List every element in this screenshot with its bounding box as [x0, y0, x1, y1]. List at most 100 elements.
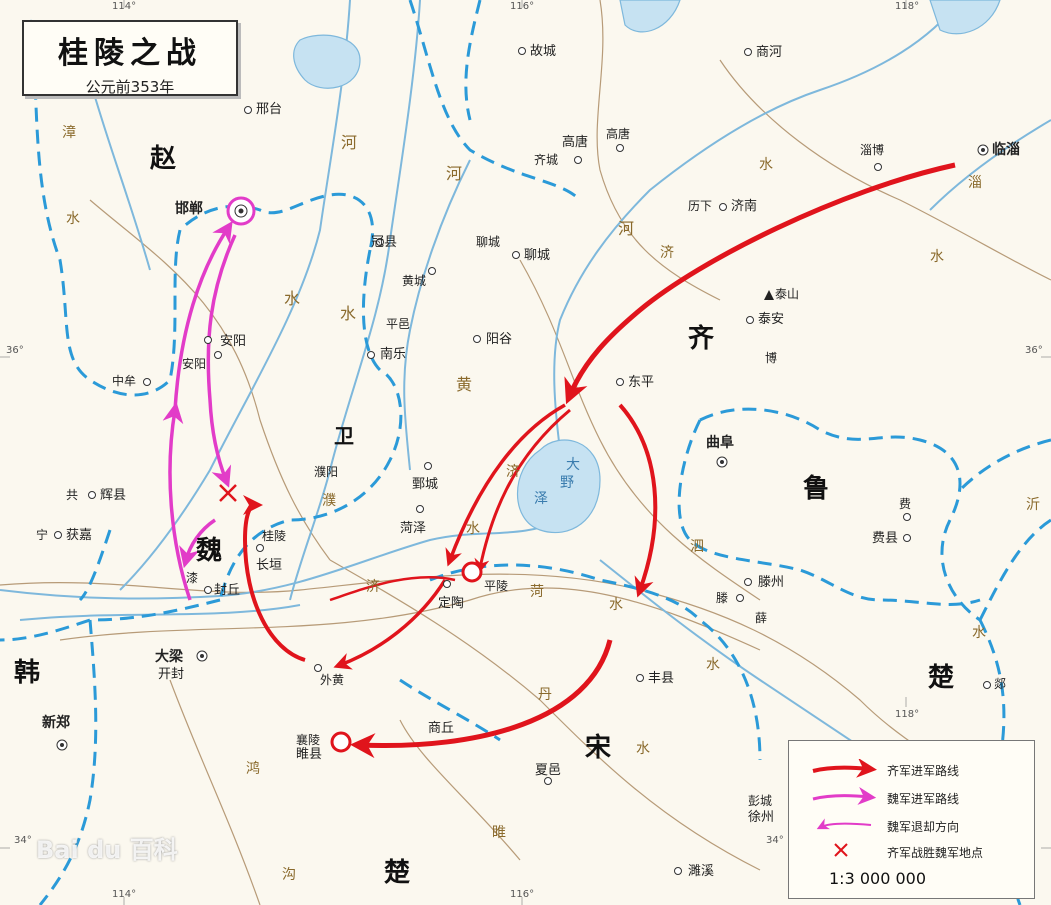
city-yanggu: 阳谷 [486, 332, 513, 347]
river-label-hong: 鸿 [246, 761, 260, 777]
city-liaocheng: 聊城 [524, 248, 551, 263]
grid-label-lon-118-mid: 118° [895, 709, 920, 720]
city-taian: 泰安 [758, 312, 785, 327]
grid-label-lon-118-top: 118° [895, 1, 920, 12]
grid-label-lon-114-bottom: 114° [112, 889, 137, 900]
region-zhao: 赵 [150, 144, 177, 174]
city-dongping: 东平 [628, 375, 655, 390]
river-label-he2: 河 [446, 164, 463, 183]
city-teng: 滕 [716, 591, 729, 605]
legend-wei-advance-label: 魏军进军路线 [887, 792, 960, 806]
region-qi: 齐 [688, 324, 715, 354]
legend-row-qi-advance: 齐军进军路线 [799, 759, 1029, 781]
city-fengxian: 丰县 [648, 671, 675, 686]
grid-label-lon-116-bottom: 116° [510, 889, 535, 900]
city-liaocheng-old: 聊城 [476, 235, 501, 249]
city-nanle: 南乐 [380, 347, 407, 362]
city-anyang: 安阳 [220, 334, 247, 349]
city-daliang: 大梁 [155, 649, 183, 665]
victory-site-marker [219, 484, 237, 502]
city-xue: 薛 [755, 611, 768, 625]
city-xiangling: 襄陵 [296, 733, 321, 747]
city-xuzhou: 徐州 [748, 810, 775, 825]
river-label-pu: 濮 [322, 493, 336, 509]
river-label-ji3: 济 [366, 579, 380, 595]
region-han: 韩 [14, 658, 41, 688]
legend-pink-arrow-icon [812, 787, 877, 805]
region-wei-small: 卫 [334, 424, 354, 448]
city-pingling: 平陵 [484, 579, 509, 593]
river-label-ji1: 济 [660, 245, 674, 261]
city-gong: 共 [66, 488, 79, 502]
river-label-zhang1: 漳 [62, 125, 76, 141]
city-huojia: 获嘉 [66, 528, 93, 543]
river-label-zhang2: 水 [66, 211, 80, 227]
city-guiling: 桂陵 [262, 529, 287, 543]
city-zibo: 淄博 [860, 143, 885, 157]
city-pengcheng: 彭城 [748, 794, 773, 808]
river-label-si: 泗 [690, 539, 704, 555]
legend-row-victory: 齐军战胜魏军地点 [799, 841, 1029, 863]
mountain-icon [764, 290, 774, 300]
city-waihuang: 外黄 [320, 673, 345, 687]
city-guanxian: 冠县 [371, 235, 398, 250]
wei-routes [162, 221, 237, 601]
city-gucheng: 故城 [530, 44, 557, 59]
city-gaotang-old: 高唐 [606, 127, 631, 141]
river-label-dan-shui: 水 [636, 741, 650, 757]
legend-wei-retreat-label: 魏军退却方向 [887, 820, 960, 834]
legend-cross-icon [834, 843, 848, 857]
city-feixian: 费县 [872, 531, 899, 546]
river-label-yi: 沂 [1026, 497, 1040, 513]
city-xinzheng: 新郑 [42, 715, 70, 731]
river-label-hua: 菏 [530, 584, 544, 600]
region-song: 宋 [585, 733, 612, 763]
city-kaifeng: 开封 [158, 667, 185, 682]
city-suixian: 睢县 [296, 747, 323, 762]
city-fei-old: 费 [899, 497, 912, 511]
city-xiayi: 夏邑 [535, 763, 562, 778]
legend-victory-label: 齐军战胜魏军地点 [887, 846, 984, 860]
lake-label-da: 大 [566, 457, 580, 473]
watermark-baidu: Bai du 百科 [36, 836, 178, 864]
city-juancheng: 鄄城 [412, 477, 439, 492]
legend-scale: 1:3 000 000 [829, 869, 926, 888]
city-taishan: 泰山 [775, 287, 800, 301]
region-lu: 鲁 [803, 474, 830, 504]
city-shanghe: 商河 [756, 45, 783, 60]
map-title-box: 桂陵之战 公元前353年 [22, 20, 238, 96]
grid-label-lon-116-top: 116° [510, 1, 535, 12]
river-label-ji-shui: 水 [759, 157, 773, 173]
region-wei: 魏 [196, 536, 223, 566]
river-label-sui: 睢 [492, 825, 506, 841]
river-label-pu-shui: 水 [466, 521, 480, 537]
city-linzi: 临淄 [992, 142, 1020, 158]
city-tan: 郯 [994, 677, 1007, 691]
city-tengzhou: 滕州 [758, 575, 785, 590]
city-qi: 漆 [186, 571, 199, 585]
city-lixia: 历下 [688, 199, 713, 213]
city-jinan: 济南 [731, 199, 758, 214]
city-zhongmou: 中牟 [112, 374, 137, 388]
map-subtitle: 公元前353年 [85, 78, 175, 96]
city-xingtai: 邢台 [256, 102, 283, 117]
city-qicheng: 齐城 [534, 153, 559, 167]
city-fengqiu: 封丘 [214, 583, 241, 598]
river-label-he3: 河 [618, 219, 635, 238]
city-shangqiu: 商丘 [428, 721, 455, 736]
legend-row-wei-advance: 魏军进军路线 [799, 787, 1029, 809]
city-huixian: 辉县 [100, 488, 127, 503]
city-gaotang: 高唐 [562, 135, 589, 150]
city-changyuan: 长垣 [256, 558, 283, 573]
grid-label-lat-34-left: 34° [14, 835, 32, 846]
city-suixi: 濉溪 [688, 864, 715, 879]
city-qufu: 曲阜 [706, 435, 734, 451]
grid-label-lon-114-top: 114° [112, 1, 137, 12]
region-chu-east: 楚 [928, 663, 955, 693]
legend-row-wei-retreat: 魏军退却方向 [799, 815, 1029, 837]
lake-label-ye: 野 [560, 475, 574, 491]
city-bo: 博 [765, 351, 778, 365]
